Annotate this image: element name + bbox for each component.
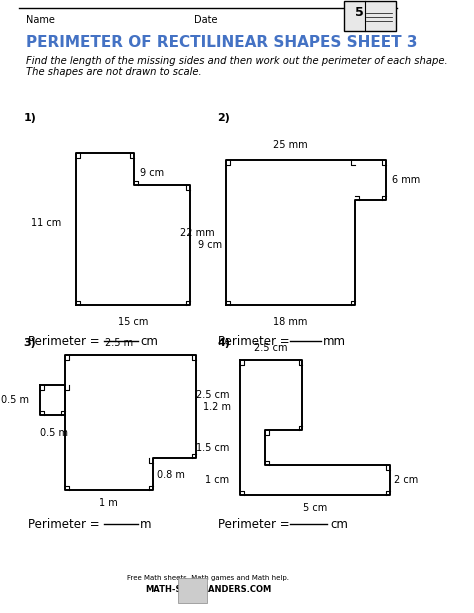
Text: 1 cm: 1 cm (205, 475, 229, 485)
Text: Perimeter =: Perimeter = (218, 335, 293, 348)
Text: 9 cm: 9 cm (198, 240, 222, 250)
Text: 2.5 cm: 2.5 cm (196, 390, 229, 400)
Text: 2): 2) (218, 113, 230, 123)
Text: cm: cm (140, 335, 158, 348)
Text: m: m (140, 518, 152, 531)
Text: 1.2 m: 1.2 m (202, 402, 230, 412)
Text: Free Math sheets, Math games and Math help.: Free Math sheets, Math games and Math he… (128, 575, 289, 581)
Text: 1 m: 1 m (99, 498, 118, 508)
Text: 18 mm: 18 mm (273, 317, 307, 327)
Polygon shape (240, 360, 390, 495)
Text: 4): 4) (218, 338, 230, 348)
Text: 0.8 m: 0.8 m (157, 470, 184, 480)
Text: 5 cm: 5 cm (303, 503, 327, 513)
Polygon shape (40, 355, 196, 490)
Text: Date: Date (194, 15, 218, 25)
Text: 11 cm: 11 cm (31, 218, 61, 228)
Text: 5: 5 (355, 6, 364, 19)
Text: 1): 1) (23, 113, 36, 123)
Text: Name: Name (26, 15, 55, 25)
Text: Perimeter =: Perimeter = (27, 335, 103, 348)
Text: 2.5 cm: 2.5 cm (254, 343, 288, 353)
Text: Find the length of the missing sides and then work out the perimeter of each sha: Find the length of the missing sides and… (26, 56, 447, 66)
Text: mm: mm (323, 335, 346, 348)
Polygon shape (76, 153, 190, 305)
Text: 2 cm: 2 cm (394, 475, 419, 485)
Text: 2.5 m: 2.5 m (105, 338, 133, 348)
Text: 1.5 cm: 1.5 cm (196, 443, 229, 453)
Polygon shape (226, 160, 386, 305)
Text: 0.5 m: 0.5 m (1, 395, 29, 405)
Text: The shapes are not drawn to scale.: The shapes are not drawn to scale. (26, 67, 201, 77)
Text: 15 cm: 15 cm (118, 317, 148, 327)
Text: 9 cm: 9 cm (140, 168, 164, 178)
Text: cm: cm (330, 518, 348, 531)
Text: 6 mm: 6 mm (392, 175, 421, 185)
Bar (178, 578, 207, 603)
Text: 0.5 m: 0.5 m (40, 428, 68, 438)
Text: Perimeter =: Perimeter = (218, 518, 293, 531)
Text: PERIMETER OF RECTILINEAR SHAPES SHEET 3: PERIMETER OF RECTILINEAR SHAPES SHEET 3 (26, 35, 418, 50)
Text: Perimeter =: Perimeter = (27, 518, 103, 531)
Text: 3): 3) (23, 338, 36, 348)
Text: MATH-SALAMANDERS.COM: MATH-SALAMANDERS.COM (145, 585, 272, 594)
Text: 25 mm: 25 mm (273, 140, 307, 150)
Bar (344, 1, 396, 31)
Text: 22 mm: 22 mm (181, 228, 215, 238)
